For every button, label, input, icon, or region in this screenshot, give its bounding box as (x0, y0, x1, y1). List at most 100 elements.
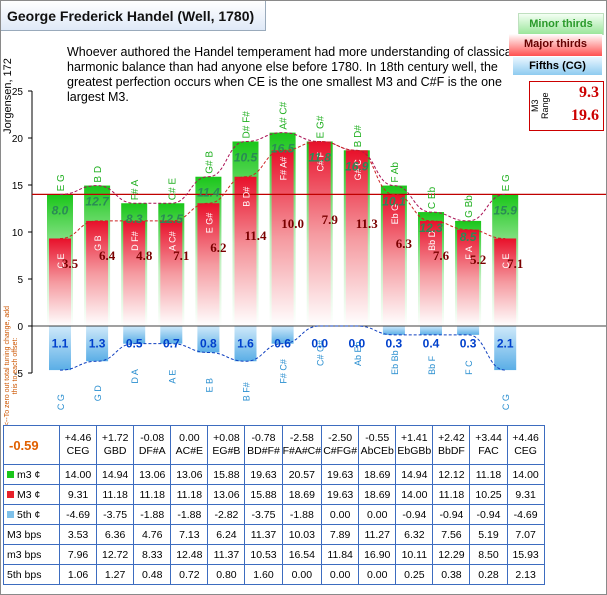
minor-bps-label: 11.8 (308, 150, 331, 164)
fifth-interval-label: Ab Eb (353, 341, 363, 366)
fifth-bar (197, 326, 220, 353)
table-cell: 10.03 (281, 524, 323, 545)
major-interval-label: C E (501, 253, 511, 268)
table-cell: 11.18 (170, 484, 209, 505)
table-cell: 11.18 (133, 484, 172, 505)
triad-header: 0.00 AC#E (170, 425, 209, 465)
table-row: 5th ¢ -4.69 -3.75 -1.88 -1.88 -2.82 -3.75 -1.88… (3, 504, 545, 525)
triad-name: BbDF (438, 445, 465, 457)
fifth-interval-label: G D (93, 385, 103, 402)
fifth-interval-label: F# C# (279, 359, 289, 384)
fifth-interval-label: D A (130, 369, 140, 384)
triad-header: +1.41 EbGBb (395, 425, 434, 465)
fifth-interval-label: B F# (242, 382, 252, 401)
minor-interval-label: E G (501, 174, 512, 191)
table-cell: 10.53 (244, 544, 283, 565)
major-third-bar (457, 229, 480, 326)
offset-value: +4.46 (64, 432, 92, 444)
table-cell: 13.06 (133, 464, 172, 485)
major-interval-label: G B (93, 235, 103, 251)
minor-interval-label: E G (56, 174, 67, 191)
row-swatch (7, 471, 14, 479)
table-cell: 12.72 (96, 544, 135, 565)
minor-interval-label: D# F# (242, 111, 253, 139)
major-third-bar (308, 141, 331, 326)
y-tick-label: 10 (12, 228, 24, 239)
table-cell: -3.75 (244, 504, 283, 525)
major-interval-label: B D# (242, 187, 252, 207)
row-label-text: 5th ¢ (17, 508, 41, 521)
table-cell: 6.36 (96, 524, 135, 545)
table-cell: 20.57 (281, 464, 323, 485)
table-row: 5th bps 1.06 1.27 0.48 0.72 0.80 1.60 0.00 0.00 0… (3, 564, 545, 585)
table-cell: 13.06 (207, 484, 246, 505)
major-interval-label: Bb D (427, 230, 437, 251)
triad-header: +3.44 FAC (469, 425, 508, 465)
table-cell: 0.72 (170, 564, 209, 585)
y-tick-label: 5 (17, 275, 23, 286)
minor-bps-label: 15.9 (494, 203, 518, 217)
table-cell: 16.54 (281, 544, 323, 565)
major-third-bar (49, 238, 71, 326)
table-cell: 12.48 (170, 544, 209, 565)
fifth-interval-label: C G (501, 394, 511, 410)
table-cell: 7.56 (432, 524, 471, 545)
fifth-bar (420, 326, 442, 335)
major-bps-label: 11.4 (244, 228, 267, 243)
table-cell: 14.94 (395, 464, 434, 485)
fifth-bps-label: 0.6 (274, 337, 291, 351)
table-cell: 0.00 (321, 504, 360, 525)
row-label-text: 5th bps (7, 568, 42, 581)
table-cell: 0.00 (321, 564, 360, 585)
fifth-interval-label: C G (56, 394, 66, 410)
fifth-bps-label: 1.3 (89, 337, 106, 351)
legend-fifths: Fifths (CG) (513, 57, 602, 75)
row-label-text: M3 ¢ (17, 488, 41, 501)
row-label-text: m3 ¢ (17, 468, 41, 481)
page-title: George Frederick Handel (Well, 1780) (1, 1, 266, 31)
major-third-bar (234, 176, 257, 326)
table-cell: 11.37 (244, 524, 283, 545)
table-cell: 15.88 (244, 484, 283, 505)
table-cell: 1.60 (244, 564, 283, 585)
table-cell: 0.80 (207, 564, 246, 585)
table-cell: -4.69 (506, 504, 545, 525)
triad-name: CEG (66, 445, 90, 457)
offset-value: -2.58 (289, 432, 314, 444)
minor-interval-label: F Ab (390, 162, 401, 183)
fifth-bps-label: 1.1 (52, 337, 69, 351)
minor-interval-label: E G# (316, 115, 327, 138)
triad-name: FAC (478, 445, 499, 457)
fifth-bar (49, 326, 71, 371)
fifth-bps-label: 0.4 (423, 337, 440, 351)
triad-header: +1.72 GBD (96, 425, 135, 465)
fifth-bar (123, 326, 146, 344)
triad-name: DF#A (138, 445, 166, 457)
row-label-text: m3 bps (7, 548, 42, 561)
major-third-bar (160, 220, 183, 326)
fifth-bps-label: 0.3 (460, 337, 477, 351)
offset-value: -0.55 (365, 432, 390, 444)
major-interval-label: F A (464, 246, 474, 260)
minor-interval-label: G Bb (464, 195, 475, 218)
major-bps-label: 7.6 (433, 248, 450, 263)
fifth-bar (234, 326, 257, 362)
minor-bps-label: 10.5 (234, 150, 258, 164)
fifth-interval-label: F C (464, 360, 474, 375)
table-cell: 10.25 (469, 484, 508, 505)
triad-header: +0.08 EG#B (207, 425, 246, 465)
row-label-text: M3 bps (7, 528, 42, 541)
table-cell: 7.07 (506, 524, 545, 545)
minor-interval-label: C# E (167, 178, 178, 201)
table-cell: 0.00 (358, 504, 397, 525)
table-cell: 11.27 (358, 524, 397, 545)
major-interval-label: G# C (353, 159, 363, 181)
fifth-bps-label: 0.3 (386, 337, 403, 351)
minor-third-curve (59, 132, 506, 222)
legend-minor-thirds: Minor thirds (518, 13, 604, 35)
fifth-bps-label: 1.6 (237, 337, 254, 351)
major-bps-label: 6.3 (396, 236, 413, 251)
minor-bps-label: 8.3 (126, 212, 143, 226)
triad-name: EG#B (212, 445, 241, 457)
